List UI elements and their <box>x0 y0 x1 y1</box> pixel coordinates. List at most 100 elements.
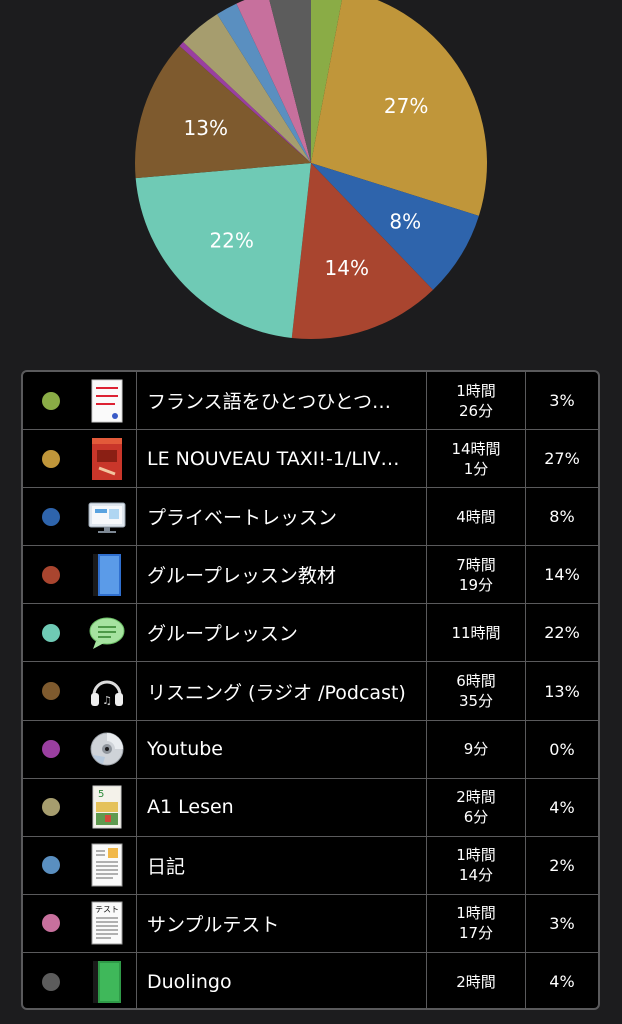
percent-cell: 3% <box>526 895 598 952</box>
table-row[interactable]: プライベートレッスン 4時間 8% <box>23 488 598 547</box>
pie-slice-9 <box>236 0 311 163</box>
table-row[interactable]: グループレッスン 11時間 22% <box>23 604 598 663</box>
color-dot <box>41 914 60 933</box>
percent-cell: 13% <box>526 662 598 719</box>
percent-value: 4% <box>549 797 575 817</box>
test-sheet-text: テスト <box>95 905 119 914</box>
color-cell <box>23 837 78 894</box>
activity-name-cell: LE NOUVEAU TAXI!-1/LIV… <box>137 430 427 488</box>
color-cell <box>23 546 78 603</box>
color-cell <box>23 779 78 836</box>
color-cell <box>23 430 78 487</box>
table-row[interactable]: グループレッスン教材 7時間 19分 14% <box>23 546 598 605</box>
duration-line: 1分 <box>463 459 489 478</box>
color-dot <box>41 391 60 410</box>
duration-line: 7時間 <box>456 555 496 574</box>
activity-name-cell: グループレッスン <box>137 604 427 662</box>
pie-slice-3 <box>291 163 433 339</box>
activity-name: グループレッスン教材 <box>147 565 336 588</box>
percent-cell: 27% <box>526 430 598 487</box>
duration-cell: 1時間 26分 <box>427 372 526 430</box>
pie-slice-7 <box>183 14 311 163</box>
percent-value: 22% <box>544 623 580 643</box>
duration-cell: 2時間 <box>427 952 526 1008</box>
table-row[interactable]: 日記 1時間 14分 2% <box>23 836 598 895</box>
color-dot <box>41 798 60 817</box>
percent-cell: 8% <box>526 488 598 545</box>
percent-value: 4% <box>549 972 575 992</box>
color-cell <box>23 604 78 661</box>
activity-name-cell: A1 Lesen <box>137 778 427 836</box>
duration-cell: 14時間 1分 <box>427 430 526 488</box>
duration-line: 11時間 <box>451 623 501 642</box>
duration-cell: 1時間 17分 <box>427 894 526 952</box>
lesen-book-icon: 5 <box>78 778 137 836</box>
percent-cell: 4% <box>526 779 598 836</box>
color-cell <box>23 953 78 1008</box>
headphones-icon: ♫ <box>78 662 137 720</box>
test-sheet-icon: テスト <box>78 894 137 952</box>
pie-slice-6 <box>179 41 311 164</box>
pie-label-5: 13% <box>184 116 228 140</box>
table-row[interactable]: Youtube 9分 0% <box>23 720 598 779</box>
cd-icon <box>78 720 137 778</box>
activity-name: サンプルテスト <box>147 913 280 936</box>
color-dot <box>41 740 60 759</box>
activity-name: フランス語をひとつひとつ… <box>147 391 391 414</box>
color-dot <box>41 449 60 468</box>
percent-cell: 22% <box>526 604 598 661</box>
duration-line: 9分 <box>463 740 489 759</box>
percent-value: 3% <box>549 391 575 411</box>
activity-name-cell: グループレッスン教材 <box>137 546 427 604</box>
color-cell <box>23 662 78 719</box>
color-cell <box>23 488 78 545</box>
table-row[interactable]: フランス語をひとつひとつ… 1時間 26分 3% <box>23 372 598 431</box>
percent-cell: 4% <box>526 953 598 1008</box>
activity-name: リスニング (ラジオ /Podcast) <box>147 681 406 704</box>
activity-name-cell: 日記 <box>137 836 427 894</box>
duration-line: 2時間 <box>456 788 496 807</box>
activity-name-cell: Youtube <box>137 720 427 778</box>
pie-label-3: 14% <box>325 256 369 280</box>
pie-slice-0 <box>311 0 342 163</box>
table-row[interactable]: 5 A1 Lesen 2時間 6分 4% <box>23 778 598 837</box>
color-cell <box>23 721 78 778</box>
duration-cell: 9分 <box>427 720 526 778</box>
activity-name: グループレッスン <box>147 623 298 646</box>
percent-value: 0% <box>549 739 575 759</box>
activity-name-cell: プライベートレッスン <box>137 488 427 546</box>
duration-line: 1時間 <box>456 381 496 400</box>
pie-chart: 27% 8% 14% 22% 13% <box>0 0 622 370</box>
color-dot <box>41 856 60 875</box>
pie-chart-svg: 27% 8% 14% 22% 13% <box>135 0 487 339</box>
duration-line: 1時間 <box>456 904 496 923</box>
percent-cell: 2% <box>526 837 598 894</box>
pie-slice-5 <box>135 46 311 179</box>
duration-line: 35分 <box>458 692 494 711</box>
pie-slice-8 <box>217 3 311 164</box>
color-dot <box>41 972 60 991</box>
pie-slice-2 <box>311 163 479 290</box>
taxi-book-icon <box>78 430 137 488</box>
table-row[interactable]: Duolingo 2時間 4% <box>23 952 598 1008</box>
pie-slice-10 <box>269 0 311 163</box>
duration-line: 14分 <box>458 866 494 885</box>
duration-line: 6分 <box>463 808 489 827</box>
percent-value: 3% <box>549 913 575 933</box>
percent-value: 14% <box>544 565 580 585</box>
duration-line: 17分 <box>458 924 494 943</box>
activity-name-cell: リスニング (ラジオ /Podcast) <box>137 662 427 720</box>
duration-line: 1時間 <box>456 846 496 865</box>
monitor-icon <box>78 488 137 546</box>
table-row[interactable]: テスト サンプルテスト 1時間 17分 3% <box>23 894 598 953</box>
duration-cell: 2時間 6分 <box>427 778 526 836</box>
pie-slice-1 <box>311 0 487 216</box>
duration-cell: 11時間 <box>427 604 526 662</box>
table-row[interactable]: LE NOUVEAU TAXI!-1/LIV… 14時間 1分 27% <box>23 430 598 489</box>
percent-cell: 3% <box>526 372 598 429</box>
percent-value: 2% <box>549 855 575 875</box>
color-dot <box>41 623 60 642</box>
table-row[interactable]: ♫ リスニング (ラジオ /Podcast) 6時間 35分 13% <box>23 662 598 721</box>
activity-name: Youtube <box>147 738 223 761</box>
green-book-icon <box>78 952 137 1008</box>
